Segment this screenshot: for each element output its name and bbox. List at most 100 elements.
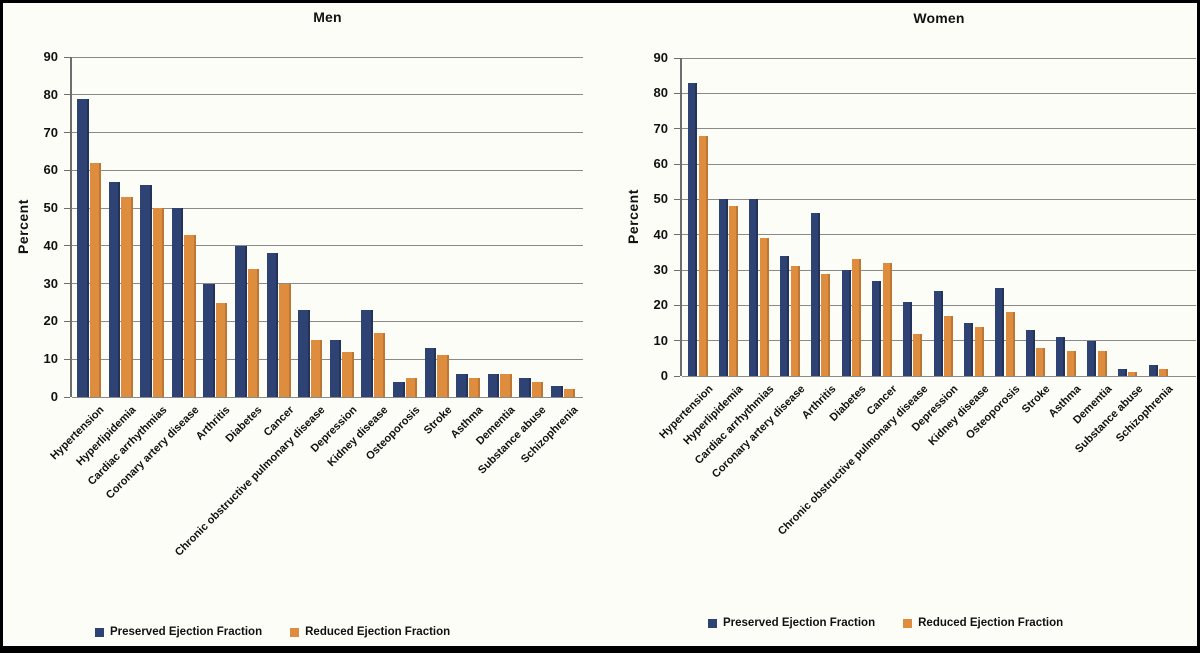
bar-reduced-cancer [279, 283, 291, 397]
bar-preserved-coronary-artery-disease [171, 208, 184, 397]
bar-preserved-chronic-obstructive-pulmonary-disease [298, 310, 310, 397]
bar-preserved-cardiac-arrhythmias [749, 199, 759, 376]
y-tickmark [64, 245, 70, 247]
y-tick-label-80: 80 [43, 86, 58, 102]
gridline-10 [682, 340, 1196, 342]
bar-preserved-hyperlipidemia [108, 181, 121, 397]
women-plot-area: 0 10 20 30 40 50 60 70 80 90 Hypertension Hyperlipi… [654, 50, 1196, 538]
gridline-30 [72, 283, 583, 285]
y-tick-label-90: 90 [43, 49, 58, 64]
bar-preserved-cancer [266, 253, 279, 397]
men-legend: Preserved Ejection Fraction Reduced Ejec… [95, 626, 450, 638]
men-plot-area: 0 10 20 30 40 50 60 70 80 90 Hypertension Hyperlipi… [44, 49, 583, 559]
y-tickmark [674, 57, 680, 59]
x-category-label: Stroke [421, 404, 455, 437]
bar-reduced-arthritis [215, 302, 228, 397]
bar-preserved-cardiac-arrhythmias [140, 185, 152, 397]
bar-preserved-cancer [872, 280, 882, 376]
x-category-label: Diabetes [223, 404, 265, 445]
y-tickmark [64, 56, 70, 58]
x-category-label: Kidney disease [926, 383, 992, 449]
x-category-label: Kidney disease [325, 404, 391, 470]
gridline-60 [72, 169, 583, 171]
y-tickmark [64, 132, 70, 134]
bar-preserved-substance-abuse [519, 378, 531, 397]
x-category-label: Diabetes [827, 383, 869, 424]
x-category-label: Coronary artery disease [103, 404, 202, 502]
bar-reduced-arthritis [821, 273, 831, 376]
legend-label-preserved: Preserved Ejection Fraction [110, 626, 263, 638]
bar-preserved-kidney-disease [361, 310, 373, 397]
gridline-50 [682, 198, 1196, 200]
x-category-label: Cancer [261, 404, 297, 439]
reduced-swatch-icon [903, 618, 913, 628]
bar-reduced-kidney-disease [373, 332, 386, 397]
bar-preserved-schizophrenia [1148, 365, 1158, 376]
gridline-80 [682, 92, 1196, 94]
x-category-label: Hypertension [657, 383, 716, 442]
bar-preserved-diabetes [841, 270, 851, 376]
y-tick-label-20: 20 [43, 313, 58, 329]
x-category-label: Substance abuse [1072, 383, 1146, 456]
x-category-label: Dementia [473, 404, 518, 448]
x-category-label: Substance abuse [476, 404, 549, 477]
bar-preserved-osteoporosis [995, 287, 1004, 376]
y-tickmark [64, 320, 70, 322]
bar-preserved-depression [933, 291, 943, 376]
bar-reduced-asthma [1066, 351, 1076, 376]
x-category-label: Chronic obstructive pulmonary disease [775, 383, 931, 538]
y-tickmark [674, 340, 680, 342]
preserved-swatch-icon [95, 627, 104, 637]
gridline-40 [72, 245, 583, 247]
y-tickmark [674, 269, 680, 271]
y-tick-label-0: 0 [50, 389, 58, 404]
bar-preserved-schizophrenia [551, 385, 563, 397]
bar-preserved-asthma [1056, 337, 1066, 376]
bar-reduced-cancer [882, 262, 892, 376]
y-tickmark [674, 128, 680, 130]
bar-reduced-dementia [1097, 351, 1107, 376]
x-category-label: Hyperlipidemia [681, 383, 746, 448]
y-tick-label-20: 20 [653, 297, 668, 313]
gridline-70 [682, 128, 1196, 130]
y-tick-label-40: 40 [43, 237, 58, 253]
bar-reduced-cardiac-arrhythmias [759, 238, 769, 376]
women-chart-title: Women [913, 10, 965, 26]
gridline-0 [682, 375, 1196, 377]
bar-preserved-chronic-obstructive-pulmonary-disease [902, 301, 912, 376]
x-category-label: Cardiac arrhythmias [692, 383, 777, 467]
bar-preserved-coronary-artery-disease [780, 255, 790, 376]
gridline-20 [72, 320, 583, 322]
y-tick-label-60: 60 [653, 156, 668, 171]
x-category-label: Schizophrenia [1114, 383, 1176, 445]
bar-reduced-osteoporosis [405, 378, 417, 397]
x-category-label: Osteoporosis [963, 383, 1023, 442]
x-category-label: Osteoporosis [363, 404, 423, 463]
legend-label-preserved: Preserved Ejection Fraction [723, 617, 876, 629]
y-tickmark [64, 207, 70, 209]
gridline-90 [72, 56, 583, 58]
x-category-label: Chronic obstructive pulmonary disease [173, 404, 328, 559]
legend-label-reduced: Reduced Ejection Fraction [918, 617, 1064, 629]
bar-preserved-stroke [1025, 330, 1035, 376]
y-tick-label-10: 10 [43, 351, 58, 367]
bar-reduced-asthma [468, 378, 481, 397]
y-tickmark [64, 94, 70, 96]
legend-item-reduced: Reduced Ejection Fraction [290, 626, 450, 638]
y-tickmark [674, 198, 680, 200]
bar-preserved-hypertension [77, 98, 89, 397]
bar-reduced-osteoporosis [1005, 312, 1015, 376]
bar-preserved-dementia [487, 374, 500, 397]
gridline-60 [682, 163, 1196, 165]
legend-item-preserved: Preserved Ejection Fraction [708, 617, 875, 629]
x-category-label: Dementia [1070, 383, 1115, 427]
bar-reduced-dementia [500, 374, 512, 397]
bar-preserved-asthma [456, 374, 468, 397]
bar-preserved-kidney-disease [964, 323, 974, 376]
bar-reduced-substance-abuse [531, 381, 544, 397]
y-tick-label-30: 30 [43, 275, 58, 291]
y-tick-label-40: 40 [653, 226, 668, 242]
bar-reduced-schizophrenia [563, 389, 575, 397]
gridline-70 [72, 132, 583, 134]
y-tickmark [674, 375, 680, 377]
